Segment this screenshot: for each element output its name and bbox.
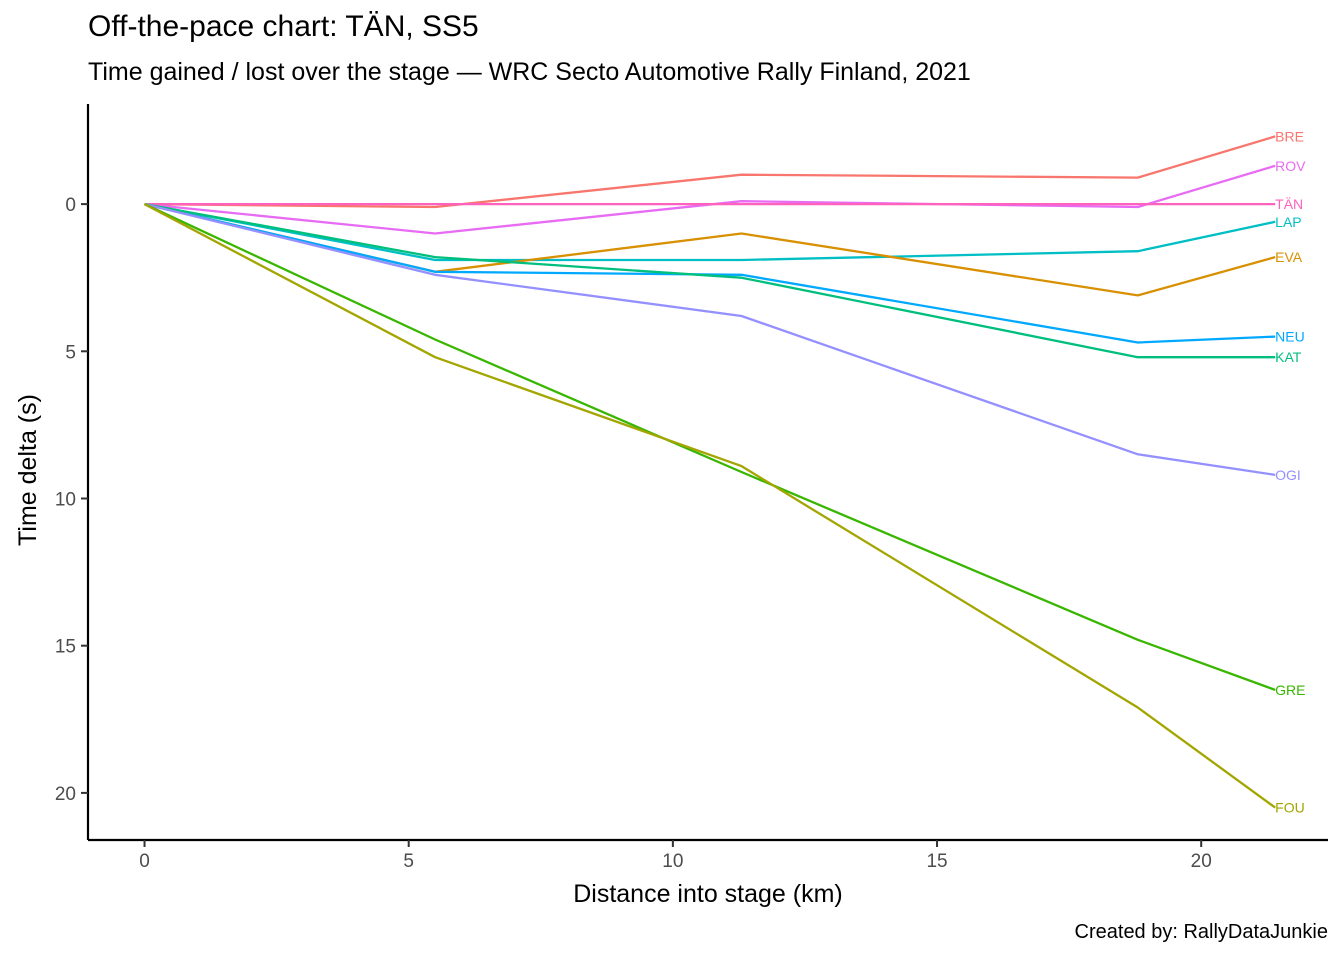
series-line-ogi	[144, 202, 1276, 477]
x-tick-label: 20	[1191, 851, 1212, 872]
series-end-label: TÄN	[1275, 196, 1303, 212]
y-tick-label: 20	[55, 784, 76, 805]
x-axis-title: Distance into stage (km)	[573, 880, 843, 908]
y-axis-title: Time delta (s)	[14, 394, 42, 546]
x-tick-label: 0	[139, 851, 150, 872]
series-line-bre	[144, 135, 1276, 209]
y-tick-label: 15	[55, 637, 76, 658]
series-line-rov	[144, 164, 1276, 235]
series-end-label: FOU	[1275, 800, 1305, 816]
x-tick-label: 10	[662, 851, 683, 872]
x-tick-label: 15	[926, 851, 947, 872]
chart-title: Off-the-pace chart: TÄN, SS5	[88, 10, 479, 43]
series-line-lap	[144, 202, 1276, 262]
series-end-label: BRE	[1275, 128, 1304, 144]
series-line-fou	[143, 203, 1276, 809]
series-end-label: LAP	[1275, 214, 1301, 230]
series-end-label: KAT	[1275, 349, 1302, 365]
series-end-label: EVA	[1275, 249, 1303, 265]
x-tick-label: 5	[403, 851, 414, 872]
chart-subtitle: Time gained / lost over the stage — WRC …	[88, 58, 971, 86]
chart-caption: Created by: RallyDataJunkie	[1074, 921, 1328, 943]
series-line-gre	[144, 203, 1276, 691]
y-tick-label: 0	[65, 195, 76, 216]
y-tick-label: 5	[65, 342, 76, 363]
series-end-label: ROV	[1275, 158, 1306, 174]
y-tick-label: 10	[55, 489, 76, 510]
series-end-label: NEU	[1275, 329, 1305, 345]
series-line-eva	[144, 202, 1276, 297]
series-end-label: OGI	[1275, 467, 1301, 483]
series-line-neu	[144, 202, 1276, 344]
series-end-label: GRE	[1275, 682, 1305, 698]
series-line-kat	[144, 202, 1276, 359]
